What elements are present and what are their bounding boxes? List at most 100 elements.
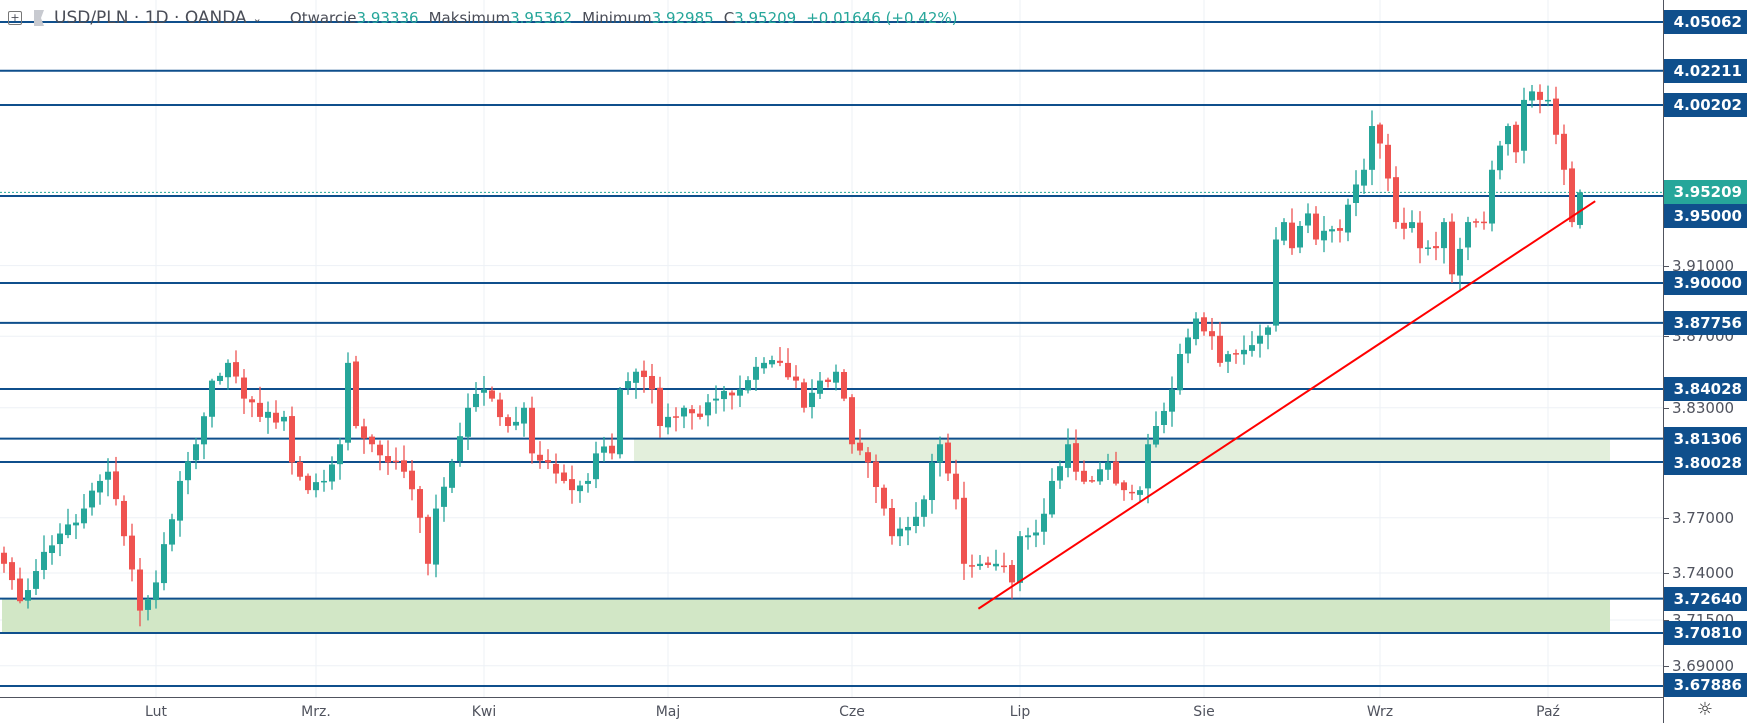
- candle-body: [489, 390, 495, 399]
- trendline: [977, 200, 1596, 610]
- candle-body: [1537, 91, 1543, 100]
- candle-body: [177, 480, 183, 521]
- candle-body: [1033, 532, 1039, 536]
- chevron-down-icon[interactable]: ⌄: [252, 11, 262, 25]
- price-grid-label: 3.69000: [1672, 656, 1735, 675]
- candle-body: [1233, 353, 1239, 355]
- candle-body: [577, 485, 583, 492]
- candle-body: [313, 482, 319, 491]
- candle-body: [593, 453, 599, 480]
- candle-body: [561, 472, 567, 481]
- candle-body: [1441, 222, 1447, 249]
- price-grid-label: 3.83000: [1672, 398, 1735, 417]
- candle-body: [337, 444, 343, 465]
- candle-body: [641, 370, 647, 378]
- candle-body: [1105, 462, 1111, 470]
- candle-body: [129, 535, 135, 570]
- expand-icon[interactable]: +: [8, 11, 22, 25]
- candle-body: [33, 571, 39, 589]
- candle-body: [825, 379, 831, 382]
- candle-body: [97, 480, 103, 493]
- candle-body: [17, 578, 23, 602]
- candle-body: [145, 598, 151, 610]
- candle-body: [1177, 353, 1183, 391]
- candle-body: [1073, 443, 1079, 472]
- candle-body: [1169, 389, 1175, 412]
- price-axis[interactable]: 3.910003.870003.830003.770003.740003.715…: [1663, 0, 1747, 723]
- support-zone: [2, 598, 1610, 633]
- candle-body: [817, 380, 823, 394]
- time-axis[interactable]: Lut Mrz. Kwi Maj Cze Lip Sie Wrz Paź: [0, 697, 1663, 724]
- candle-body: [457, 436, 463, 462]
- level-price-label: 4.02211: [1664, 58, 1747, 83]
- candle-body: [937, 444, 943, 463]
- candle-body: [545, 460, 551, 463]
- candle-body: [1553, 98, 1559, 135]
- candle-body: [1065, 444, 1071, 468]
- candle-body: [361, 426, 367, 439]
- price-grid-label: 3.74000: [1672, 564, 1735, 582]
- candle-body: [1281, 222, 1287, 241]
- candle-body: [81, 508, 87, 524]
- candle-body: [1521, 99, 1527, 151]
- candle-body: [9, 562, 15, 581]
- flag-icon[interactable]: [34, 10, 44, 26]
- candle-body: [1513, 124, 1519, 153]
- candle-body: [1361, 169, 1367, 186]
- settings-icon[interactable]: ☼: [1696, 699, 1714, 720]
- candle-body: [1449, 221, 1455, 275]
- close-value: 3.95209: [734, 9, 797, 27]
- candle-body: [321, 480, 327, 483]
- candle-body: [865, 452, 871, 463]
- candle-body: [1569, 168, 1575, 223]
- candle-body: [1313, 213, 1319, 240]
- chart-legend: + USD/PLN · 1D · OANDA ⌄ Otwarcie 3.9333…: [8, 8, 968, 28]
- candle-body: [1153, 426, 1159, 445]
- open-label: Otwarcie: [289, 9, 357, 27]
- candle-body: [721, 390, 727, 400]
- candle-body: [665, 416, 671, 428]
- candle-body: [961, 497, 967, 564]
- candle-body: [41, 551, 47, 570]
- time-axis-label: Mrz.: [301, 704, 331, 720]
- price-chart[interactable]: [0, 0, 1663, 697]
- current-price-label: 3.95209: [1664, 180, 1747, 205]
- candle-body: [441, 486, 447, 507]
- axis-tick: [1664, 665, 1669, 667]
- candle-body: [393, 460, 399, 463]
- candle-body: [233, 362, 239, 377]
- time-axis-label: Cze: [839, 704, 865, 720]
- candle-body: [881, 487, 887, 509]
- price-grid-label: 3.77000: [1672, 508, 1735, 527]
- candle-body: [841, 372, 847, 399]
- candle-body: [985, 562, 991, 565]
- candle-body: [873, 461, 879, 488]
- time-axis-label: Maj: [655, 704, 681, 720]
- candle-body: [297, 461, 303, 477]
- level-price-label: 4.05062: [1664, 10, 1747, 34]
- candle-body: [241, 377, 247, 399]
- candle-body: [1393, 177, 1399, 223]
- candle-body: [289, 416, 295, 463]
- candle-body: [1329, 229, 1335, 232]
- high-label: Maksimum: [428, 9, 511, 27]
- candle-body: [1529, 91, 1535, 101]
- candle-body: [1241, 349, 1247, 355]
- candle-body: [609, 445, 615, 454]
- candle-body: [137, 569, 143, 611]
- level-price-label: 3.80028: [1664, 450, 1747, 475]
- candle-body: [257, 402, 263, 417]
- axis-tick: [1664, 265, 1669, 267]
- candle-body: [833, 371, 839, 383]
- candle-body: [497, 399, 503, 418]
- candle-body: [1409, 222, 1415, 229]
- axis-tick: [1664, 336, 1669, 338]
- candle-body: [1009, 564, 1015, 583]
- candle-body: [1145, 444, 1151, 489]
- candle-body: [553, 463, 559, 474]
- time-axis-label: Lip: [1009, 704, 1031, 720]
- candle-body: [1025, 535, 1031, 538]
- symbol-selector[interactable]: + USD/PLN · 1D · OANDA ⌄: [8, 8, 262, 28]
- candle-body: [689, 409, 695, 414]
- candle-body: [1337, 228, 1343, 231]
